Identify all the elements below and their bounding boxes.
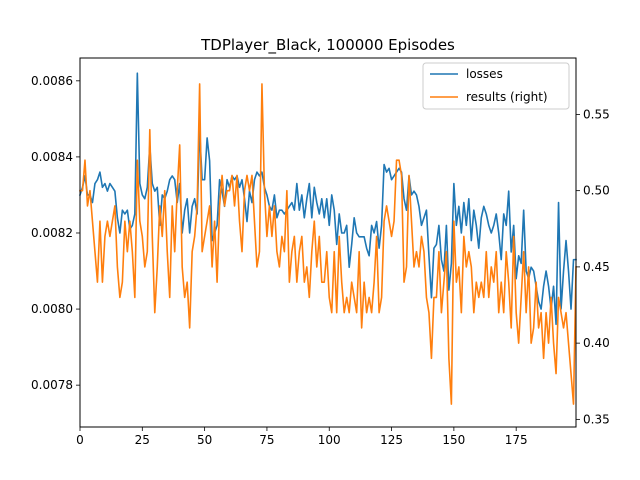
legend: losses results (right) xyxy=(422,62,570,110)
chart-title: TDPlayer_Black, 100000 Episodes xyxy=(200,36,455,55)
y-tick-label-right: 0.45 xyxy=(583,260,610,274)
y-tick-label-right: 0.50 xyxy=(583,184,610,198)
series-line-losses xyxy=(78,72,577,326)
y-tick-label-right: 0.35 xyxy=(583,412,610,426)
y-tick-label-left: 0.0082 xyxy=(31,226,73,240)
plot-background xyxy=(80,58,576,427)
y-tick-label-left: 0.0084 xyxy=(31,150,73,164)
legend-label-losses: losses xyxy=(466,67,503,81)
y-tick-label-right: 0.40 xyxy=(583,336,610,350)
x-tick-label: 75 xyxy=(259,433,274,447)
y-tick-label-left: 0.0086 xyxy=(31,74,73,88)
x-tick-label: 25 xyxy=(135,433,150,447)
x-tick-label: 50 xyxy=(197,433,212,447)
y-tick-label-left: 0.0078 xyxy=(31,378,73,392)
legend-frame xyxy=(422,62,570,110)
legend-label-results: results (right) xyxy=(466,90,548,104)
x-tick-label: 0 xyxy=(76,433,84,447)
axes-layer: 0 25 50 75 100 125 150 175 0.0078 0.0080 0.0082 0.0… xyxy=(31,57,610,447)
x-tick-label: 100 xyxy=(318,433,341,447)
axes-frame xyxy=(79,57,577,428)
x-tick-label: 175 xyxy=(505,433,528,447)
y-tick-label-right: 0.55 xyxy=(583,107,610,121)
plot-area xyxy=(80,58,576,427)
series-layer xyxy=(78,72,577,405)
series-line-results-right xyxy=(79,83,577,405)
y-tick-label-left: 0.0080 xyxy=(31,302,73,316)
x-tick-label: 150 xyxy=(442,433,465,447)
x-tick-label: 125 xyxy=(380,433,403,447)
